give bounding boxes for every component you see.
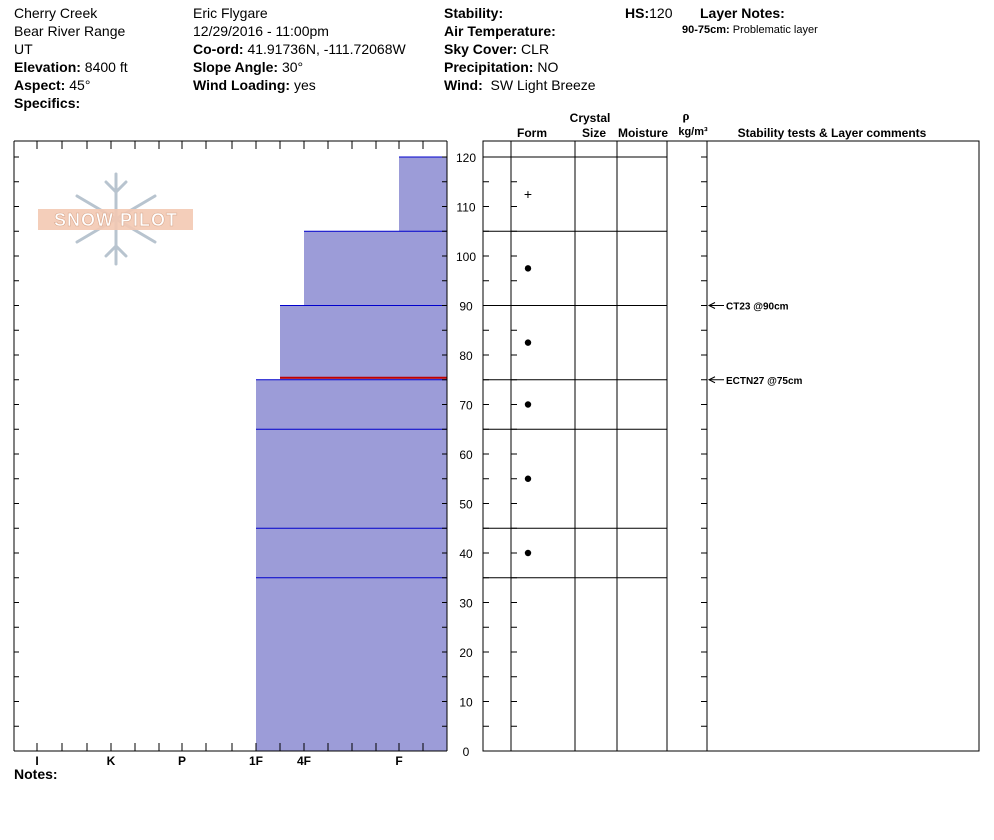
test-arrow-head (707, 302, 716, 309)
observation-datetime: 12/29/2016 - 11:00pm (193, 23, 329, 39)
hardness-bar (399, 157, 447, 232)
y-tick-label: 100 (456, 250, 476, 264)
y-tick-label: 30 (459, 597, 473, 611)
wind-label: Wind: (444, 77, 483, 93)
slope-label: Slope Angle: (193, 59, 279, 75)
comments-header: Stability tests & Layer comments (738, 126, 927, 140)
snowpilot-logo: SNOW PILOT (38, 172, 193, 266)
hs-label: HS: (625, 5, 650, 21)
test-arrow-head (707, 376, 716, 384)
moisture-header: Moisture (618, 126, 668, 140)
hardness-label: 1F (249, 754, 263, 768)
hardness-label: P (178, 754, 186, 768)
air-temp-label: Air Temperature: (444, 23, 556, 39)
layer-grid: + CT23 @90cm ECTN27 @75cm (482, 140, 980, 752)
wind-loading-row: Wind Loading: yes (193, 76, 316, 94)
elevation-label: Elevation: (14, 59, 81, 75)
hardness-label: F (395, 754, 402, 768)
y-tick-label: 120 (456, 151, 476, 165)
sky-label: Sky Cover: (444, 41, 518, 57)
y-tick-label: 0 (463, 745, 470, 759)
hardness-bars (256, 156, 447, 751)
y-tick-label: 40 (459, 547, 473, 561)
y-tick-label: 60 (459, 448, 473, 462)
wind-value: SW Light Breeze (490, 77, 596, 93)
stability-label: Stability: (444, 5, 504, 21)
y-tick-label: 50 (459, 498, 473, 512)
y-tick-label: 20 (459, 646, 473, 660)
location-name: Cherry Creek (14, 5, 98, 21)
coord-row: Co-ord: 41.91736N, -111.72068W (193, 40, 406, 58)
hardness-label: K (107, 754, 116, 768)
y-tick-label: 70 (459, 399, 473, 413)
stability-row: Stability: (444, 4, 503, 22)
layer-note-range: 90-75cm: (682, 24, 730, 36)
chart-axes: 0 10 20 30 40 50 60 70 80 90 100 110 120 I K P 1F 4F F (13, 140, 476, 768)
specifics-row: Specifics: (14, 94, 80, 112)
elevation-row: Elevation: 8400 ft (14, 58, 128, 76)
coord-label: Co-ord: (193, 41, 244, 57)
hardness-label: 4F (297, 754, 311, 768)
precip-label: Precipitation: (444, 59, 534, 75)
rounded-grain-symbol (524, 339, 532, 346)
rho-header: ρ (683, 108, 690, 123)
notes-label: Notes: (14, 766, 58, 782)
hardness-bar (256, 528, 447, 578)
layer-notes-title: Layer Notes: (700, 4, 785, 22)
range-name: Bear River Range (14, 23, 126, 39)
aspect-row: Aspect: 45° (14, 76, 90, 94)
sky-value: CLR (521, 41, 550, 57)
sky-row: Sky Cover: CLR (444, 40, 549, 58)
precip-row: Precipitation: NO (444, 58, 558, 76)
slope-row: Slope Angle: 30° (193, 58, 303, 76)
rounded-grain-symbol (524, 401, 532, 408)
form-header: Form (517, 126, 547, 140)
layer-note-text: Problematic layer (732, 24, 818, 36)
air-temp-row: Air Temperature: (444, 22, 556, 40)
hardness-bar (280, 305, 447, 380)
aspect-label: Aspect: (14, 77, 66, 93)
hardness-label: I (35, 754, 38, 768)
state-name: UT (14, 41, 33, 57)
rounded-grain-symbol (524, 475, 532, 482)
crystal-header: Crystal (570, 111, 611, 125)
hardness-bar (256, 429, 447, 529)
crystal-grid-frame (482, 140, 980, 752)
hardness-bar (256, 379, 447, 430)
hs-value: 120 (649, 5, 673, 21)
size-header: Size (582, 126, 606, 140)
y-tick-label: 10 (459, 696, 473, 710)
specifics-label: Specifics: (14, 95, 81, 111)
coord-value: 41.91736N, -111.72068W (247, 41, 406, 57)
y-tick-label: 110 (456, 201, 475, 215)
layer-notes-label: Layer Notes: (700, 5, 785, 21)
rounded-grain-symbol (524, 549, 532, 557)
stability-test-label: CT23 @90cm (726, 302, 789, 313)
hs-row: HS:120 (625, 4, 672, 22)
observer-name: Eric Flygare (193, 5, 268, 21)
aspect-value: 45° (69, 77, 91, 93)
new-snow-symbol: + (524, 186, 532, 202)
elevation-value: 8400 ft (84, 59, 128, 75)
logo-text: SNOW PILOT (54, 210, 178, 230)
precip-value: NO (537, 59, 559, 75)
slope-value: 30° (281, 59, 304, 75)
stability-test-label: ECTN27 @75cm (726, 376, 803, 387)
hardness-bar (256, 577, 447, 751)
wind-row: Wind: SW Light Breeze (444, 76, 596, 94)
hardness-bar (304, 231, 447, 306)
y-tick-label: 90 (459, 300, 473, 314)
rounded-grain-symbol (524, 265, 532, 272)
y-tick-label: 80 (459, 349, 473, 363)
layer-note: 90-75cm: Problematic layer (682, 24, 818, 36)
wind-loading-value: yes (293, 77, 316, 93)
density-header: kg/m³ (678, 126, 708, 138)
wind-loading-label: Wind Loading: (193, 77, 291, 93)
